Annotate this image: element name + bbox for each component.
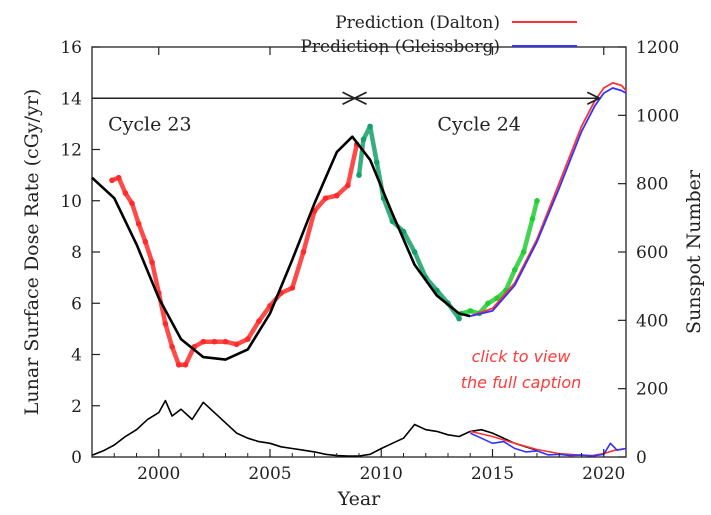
point-dose-measured-cycle23	[233, 341, 240, 348]
point-dose-measured-cycle23	[222, 338, 229, 345]
point-dose-measured-cycle23	[200, 338, 207, 345]
series-dose-prediction-gleissberg	[470, 87, 627, 317]
point-dose-measured-cycle24a	[456, 315, 462, 322]
point-dose-measured-cycle23	[176, 362, 182, 368]
series-sunspot-prediction-gleissberg	[469, 432, 627, 457]
y-right-tick-label: 0	[636, 448, 647, 468]
point-dose-measured-cycle23	[289, 285, 296, 291]
x-tick-label: 2020	[582, 464, 625, 484]
point-dose-measured-cycle24a	[360, 136, 367, 143]
y-right-tick-label: 1000	[636, 106, 679, 126]
legend: Prediction (Dalton) Prediction (Gleissber…	[300, 13, 577, 57]
x-axis-title: Year	[337, 488, 381, 510]
legend-label: Prediction (Gleissberg)	[300, 37, 500, 57]
y-right-tick-label: 1200	[636, 38, 679, 58]
point-dose-measured-cycle24b	[534, 198, 540, 204]
point-dose-measured-cycle24b	[512, 267, 518, 273]
y-right-tick-label: 200	[636, 380, 668, 400]
point-dose-measured-cycle23	[129, 200, 135, 207]
series-dose-measured-cycle24a	[356, 124, 462, 321]
cycle-arrowhead-start	[352, 91, 367, 106]
legend-label: Prediction (Dalton)	[335, 13, 500, 33]
cycle-label: Cycle 24	[437, 113, 520, 135]
point-dose-measured-cycle23	[162, 321, 169, 327]
point-dose-measured-cycle23	[245, 336, 251, 342]
x-tick-label: 2005	[248, 464, 291, 484]
series-layer	[91, 82, 627, 457]
y-left-tick-label: 12	[60, 141, 82, 161]
plot-frame	[91, 46, 627, 458]
y-left-tick-label: 8	[71, 243, 82, 263]
point-dose-measured-cycle24b	[485, 300, 491, 307]
y-left-axis-title: Lunar Surface Dose Rate (cGy/yr)	[21, 89, 43, 415]
y-left-tick-label: 16	[60, 38, 82, 58]
point-dose-measured-cycle24b	[529, 215, 536, 222]
point-dose-measured-cycle24b	[467, 308, 474, 314]
point-dose-measured-cycle23	[115, 174, 122, 181]
y-left-tick-label: 4	[71, 346, 82, 366]
x-tick-label: 2000	[137, 464, 180, 484]
series-sunspot-prediction-dalton	[470, 430, 627, 457]
point-dose-measured-cycle23	[322, 195, 329, 201]
series-dose-measured-cycle24b	[459, 198, 540, 316]
point-dose-measured-cycle23	[122, 190, 129, 196]
y-left-tick-label: 2	[71, 397, 82, 417]
plot-area	[91, 46, 627, 458]
caption-link-line2[interactable]: the full caption	[461, 373, 582, 392]
point-dose-measured-cycle24a	[367, 123, 373, 130]
y-left-tick-label: 6	[71, 294, 82, 314]
y-right-tick-label: 600	[636, 243, 668, 263]
point-dose-measured-cycle24a	[356, 172, 362, 178]
x-tick-label: 2015	[471, 464, 514, 484]
point-dose-measured-cycle23	[169, 344, 175, 350]
point-dose-measured-cycle24a	[374, 159, 380, 166]
y-left-tick-label: 0	[71, 448, 82, 468]
point-dose-measured-cycle23	[182, 362, 189, 368]
series-sunspot-observed	[91, 399, 538, 457]
series-dose-model	[91, 135, 471, 361]
point-dose-measured-cycle23	[109, 177, 115, 184]
y-left-tick-label: 10	[60, 192, 82, 212]
point-dose-measured-cycle23	[256, 318, 262, 325]
y-left-tick-label: 14	[60, 89, 82, 109]
series-dose-measured-cycle23	[109, 142, 360, 368]
caption-link-line1[interactable]: click to view	[472, 347, 572, 366]
point-dose-measured-cycle23	[149, 259, 155, 266]
cycle-label: Cycle 23	[108, 113, 191, 135]
cycle-arrowhead-end	[586, 91, 602, 106]
caption-link[interactable]: click to view the full caption	[461, 347, 582, 392]
point-dose-measured-cycle24b	[494, 295, 500, 301]
point-dose-measured-cycle24b	[520, 249, 527, 255]
point-dose-measured-cycle23	[142, 239, 149, 245]
point-dose-measured-cycle24a	[411, 249, 418, 255]
point-dose-measured-cycle23	[211, 338, 218, 345]
point-dose-measured-cycle23	[300, 249, 307, 255]
axes-layer: 2000 2005 2010 2015 2020 0 2 4 6 8 10 12 14 16 0 200 400…	[21, 38, 705, 510]
y-right-tick-label: 400	[636, 311, 668, 331]
y-right-axis-title: Sunspot Number	[683, 169, 705, 334]
point-dose-measured-cycle23	[334, 192, 340, 199]
x-tick-label: 2010	[360, 464, 403, 484]
cycle-markers: Cycle 23 Cycle 24	[92, 91, 602, 135]
y-right-tick-label: 800	[636, 175, 668, 195]
point-dose-measured-cycle23	[135, 221, 142, 227]
point-dose-measured-cycle23	[345, 182, 351, 189]
series-dose-prediction-dalton	[470, 82, 627, 317]
